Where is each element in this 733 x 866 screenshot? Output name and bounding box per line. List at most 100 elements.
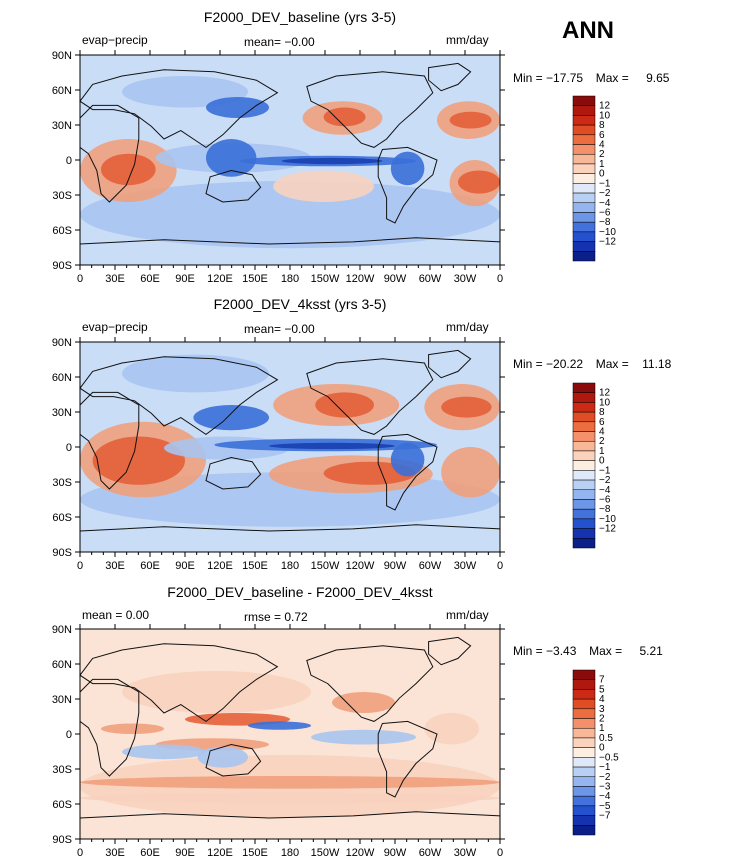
colorbar-swatch <box>572 392 596 403</box>
panel-2-unit-label: mm/day <box>446 320 489 334</box>
panel-2-max-value: 11.18 <box>642 357 672 371</box>
panel-3-rmse-label: rmse = 0.72 <box>244 610 308 624</box>
lon-tick-label: 30E <box>105 560 125 572</box>
colorbar-swatch <box>572 192 596 204</box>
lon-tick-label: 120W <box>346 273 375 285</box>
field-anomaly <box>281 157 383 165</box>
lon-tick-label: 180 <box>281 847 299 859</box>
lon-tick-label: 90W <box>384 273 407 285</box>
coastline <box>306 358 434 435</box>
lat-tick-label: 30N <box>52 407 72 419</box>
colorbar-swatch <box>572 95 596 106</box>
colorbar-swatch <box>572 124 596 136</box>
coastline <box>377 146 438 224</box>
lon-tick-label: 60W <box>419 273 442 285</box>
colorbar-label: −1 <box>599 465 611 476</box>
lon-tick-label: 180 <box>281 560 299 572</box>
coastline <box>306 71 434 148</box>
lon-tick-label: 60W <box>419 847 442 859</box>
colorbar-label: 4 <box>599 427 605 438</box>
colorbar-swatch <box>572 134 596 145</box>
colorbar-swatch <box>572 499 596 510</box>
panel-1-min-value: −17.75 <box>546 71 584 85</box>
panel-3-min-value: −3.43 <box>546 644 577 658</box>
lat-tick-label: 90S <box>52 260 72 272</box>
lon-tick-label: 120W <box>346 847 375 859</box>
lon-tick-label: 120E <box>207 273 233 285</box>
lon-tick-label: 90E <box>175 273 195 285</box>
colorbar-swatch <box>572 766 596 778</box>
colorbar-swatch <box>572 479 596 491</box>
coastline <box>428 636 472 666</box>
colorbar-swatch <box>572 518 596 529</box>
colorbar-label: −7 <box>599 811 611 822</box>
lon-tick-label: 60E <box>140 847 160 859</box>
colorbar-swatch <box>572 153 596 165</box>
field-anomaly <box>197 746 248 768</box>
lon-tick-label: 180 <box>281 273 299 285</box>
field-anomaly <box>193 405 269 431</box>
colorbar-label: −1 <box>599 178 611 189</box>
field-anomaly <box>269 442 395 450</box>
colorbar-label: −8 <box>599 504 611 515</box>
panel-3-max-label: Max = <box>589 644 626 658</box>
field-anomaly <box>122 744 206 760</box>
colorbar-swatch <box>572 679 596 690</box>
colorbar-label: −5 <box>599 801 611 812</box>
colorbar-label: −2 <box>599 475 611 486</box>
colorbar-swatch <box>572 786 596 797</box>
colorbar-swatch <box>572 737 596 748</box>
lat-tick-label: 90N <box>52 337 72 349</box>
lon-tick-label: 0 <box>497 847 503 859</box>
panel-1-variable-label: evap−precip <box>82 33 148 47</box>
colorbar-swatch <box>572 450 596 461</box>
colorbar-swatch <box>572 757 596 768</box>
coastline <box>79 104 140 203</box>
colorbar-label: −4 <box>599 198 611 209</box>
lon-tick-label: 120E <box>207 560 233 572</box>
colorbar-swatch <box>572 183 596 194</box>
colorbar-label: 4 <box>599 694 605 705</box>
colorbar-swatch <box>572 538 596 549</box>
field-anomaly <box>323 107 366 127</box>
coastline <box>79 678 140 777</box>
colorbar-label: −1 <box>599 762 611 773</box>
colorbar-swatch <box>572 421 596 432</box>
colorbar-swatch <box>572 698 596 710</box>
lon-tick-label: 90E <box>175 847 195 859</box>
colorbar-label: −4 <box>599 791 611 802</box>
colorbar-swatch <box>572 402 596 413</box>
colorbar-swatch <box>572 382 596 393</box>
lon-tick-label: 120W <box>346 560 375 572</box>
panel-1-max-label: Max = <box>595 71 633 85</box>
colorbar-label: −8 <box>599 217 611 228</box>
lat-tick-label: 90N <box>52 50 72 62</box>
field-anomaly <box>206 97 269 118</box>
colorbar-label: 0 <box>599 169 605 180</box>
coastline <box>428 349 472 379</box>
coastline <box>79 69 279 149</box>
lat-tick-label: 30S <box>52 477 72 489</box>
colorbar-swatch <box>572 173 596 184</box>
coastline <box>377 433 438 511</box>
lon-tick-label: 150E <box>242 560 268 572</box>
colorbar-label: −0.5 <box>599 752 619 763</box>
lat-tick-label: 60S <box>52 799 72 811</box>
colorbar-swatch <box>572 747 596 758</box>
panel-1-title: F2000_DEV_baseline (yrs 3-5) <box>203 9 397 25</box>
colorbar-swatch <box>572 718 596 729</box>
lat-tick-label: 90S <box>52 834 72 846</box>
field-anomaly <box>458 170 500 194</box>
colorbar-label: 2 <box>599 149 605 160</box>
colorbar-label: 2 <box>599 714 605 725</box>
field-anomaly <box>122 354 269 393</box>
lon-tick-label: 0 <box>77 847 83 859</box>
panel-3-field: 0 30E 60E 90E 120E 150E 180 150W 120W 90W 60W 30W 09… <box>52 624 505 859</box>
colorbar-swatch <box>572 470 596 481</box>
colorbar-label: 5 <box>599 684 605 695</box>
panel-3-unit-label: mm/day <box>446 608 489 622</box>
field-anomaly <box>80 181 500 249</box>
lat-tick-label: 30N <box>52 120 72 132</box>
